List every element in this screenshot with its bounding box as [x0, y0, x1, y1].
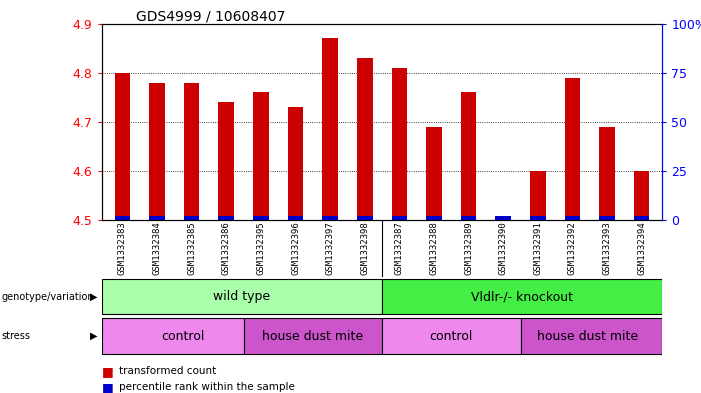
Text: transformed count: transformed count [119, 366, 217, 376]
Bar [322, 216, 338, 220]
Bar [599, 127, 615, 220]
Bar [634, 216, 649, 220]
Text: wild type: wild type [213, 290, 271, 303]
Bar [530, 216, 545, 220]
Bar [599, 216, 615, 220]
Bar [392, 216, 407, 220]
Bar [530, 171, 545, 220]
Text: GSM1332396: GSM1332396 [291, 221, 300, 275]
Text: control: control [161, 329, 205, 343]
Bar [392, 68, 407, 220]
Bar [461, 92, 477, 220]
Text: GSM1332394: GSM1332394 [637, 221, 646, 275]
Bar [382, 318, 521, 354]
Text: GSM1332395: GSM1332395 [257, 221, 266, 275]
Bar [357, 216, 372, 220]
Bar [184, 216, 200, 220]
Bar [149, 83, 165, 220]
Text: GSM1332391: GSM1332391 [533, 221, 543, 275]
Text: percentile rank within the sample: percentile rank within the sample [119, 382, 295, 392]
Bar [184, 83, 200, 220]
Text: GSM1332387: GSM1332387 [395, 221, 404, 275]
Text: GSM1332383: GSM1332383 [118, 221, 127, 275]
Bar [219, 102, 234, 220]
Text: GSM1332385: GSM1332385 [187, 221, 196, 275]
Text: GSM1332393: GSM1332393 [603, 221, 611, 275]
Bar [115, 73, 130, 220]
Bar [564, 216, 580, 220]
Text: ▶: ▶ [90, 292, 97, 302]
Text: control: control [430, 329, 473, 343]
Text: GSM1332398: GSM1332398 [360, 221, 369, 275]
Text: Vldlr-/- knockout: Vldlr-/- knockout [471, 290, 573, 303]
Bar [461, 216, 477, 220]
Bar [426, 216, 442, 220]
Text: genotype/variation: genotype/variation [1, 292, 94, 302]
Bar [496, 216, 511, 220]
Text: ■: ■ [102, 365, 114, 378]
Bar [102, 279, 382, 314]
Bar [219, 216, 234, 220]
Bar [382, 279, 662, 314]
Bar [253, 92, 268, 220]
Bar [253, 216, 268, 220]
Bar [357, 58, 372, 220]
Text: GDS4999 / 10608407: GDS4999 / 10608407 [135, 10, 285, 24]
Bar [322, 39, 338, 220]
Text: GSM1332388: GSM1332388 [430, 221, 438, 275]
Bar [287, 216, 304, 220]
Bar [149, 216, 165, 220]
Text: house dust mite: house dust mite [538, 329, 639, 343]
Bar [243, 318, 382, 354]
Bar [426, 127, 442, 220]
Text: GSM1332392: GSM1332392 [568, 221, 577, 275]
Text: GSM1332389: GSM1332389 [464, 221, 473, 275]
Bar [287, 107, 304, 220]
Text: GSM1332390: GSM1332390 [498, 221, 508, 275]
Bar [521, 318, 662, 354]
Text: GSM1332386: GSM1332386 [222, 221, 231, 275]
Text: stress: stress [1, 331, 30, 341]
Bar [115, 216, 130, 220]
Text: house dust mite: house dust mite [262, 329, 363, 343]
Text: ■: ■ [102, 380, 114, 393]
Text: GSM1332397: GSM1332397 [326, 221, 334, 275]
Text: GSM1332384: GSM1332384 [153, 221, 161, 275]
Bar [102, 318, 243, 354]
Bar [634, 171, 649, 220]
Bar [564, 78, 580, 220]
Text: ▶: ▶ [90, 331, 97, 341]
